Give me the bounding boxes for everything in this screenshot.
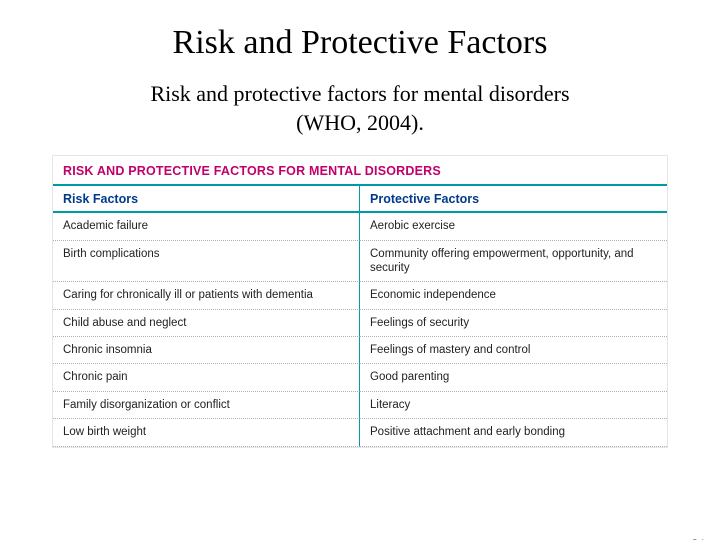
table-cell: Literacy <box>360 392 667 419</box>
table-cell: Birth complications <box>53 241 360 283</box>
table-banner: RISK AND PROTECTIVE FACTORS FOR MENTAL D… <box>53 156 667 184</box>
table-cell: Good parenting <box>360 364 667 391</box>
table-cell: Chronic pain <box>53 364 360 391</box>
subtitle-line-1: Risk and protective factors for mental d… <box>150 81 569 106</box>
table-cell: Feelings of mastery and control <box>360 337 667 364</box>
table-cell: Academic failure <box>53 213 360 240</box>
table-cell: Caring for chronically ill or patients w… <box>53 282 360 309</box>
table-cell: Aerobic exercise <box>360 213 667 240</box>
table-cell: Community offering empowerment, opportun… <box>360 241 667 283</box>
table-cell: Chronic insomnia <box>53 337 360 364</box>
table-cell: Feelings of security <box>360 310 667 337</box>
slide: Risk and Protective Factors Risk and pro… <box>0 24 720 540</box>
subtitle: Risk and protective factors for mental d… <box>40 80 680 137</box>
page-title: Risk and Protective Factors <box>0 24 720 62</box>
column-header-risk: Risk Factors <box>53 184 360 213</box>
table-cell: Economic independence <box>360 282 667 309</box>
table-cell: Low birth weight <box>53 419 360 446</box>
table-cell: Positive attachment and early bonding <box>360 419 667 446</box>
column-header-protective: Protective Factors <box>360 184 667 213</box>
table-cell: Child abuse and neglect <box>53 310 360 337</box>
table-cell: Family disorganization or conflict <box>53 392 360 419</box>
table-grid: Risk Factors Protective Factors Academic… <box>53 184 667 446</box>
subtitle-line-2: (WHO, 2004). <box>296 110 424 135</box>
factors-table: RISK AND PROTECTIVE FACTORS FOR MENTAL D… <box>52 155 668 447</box>
